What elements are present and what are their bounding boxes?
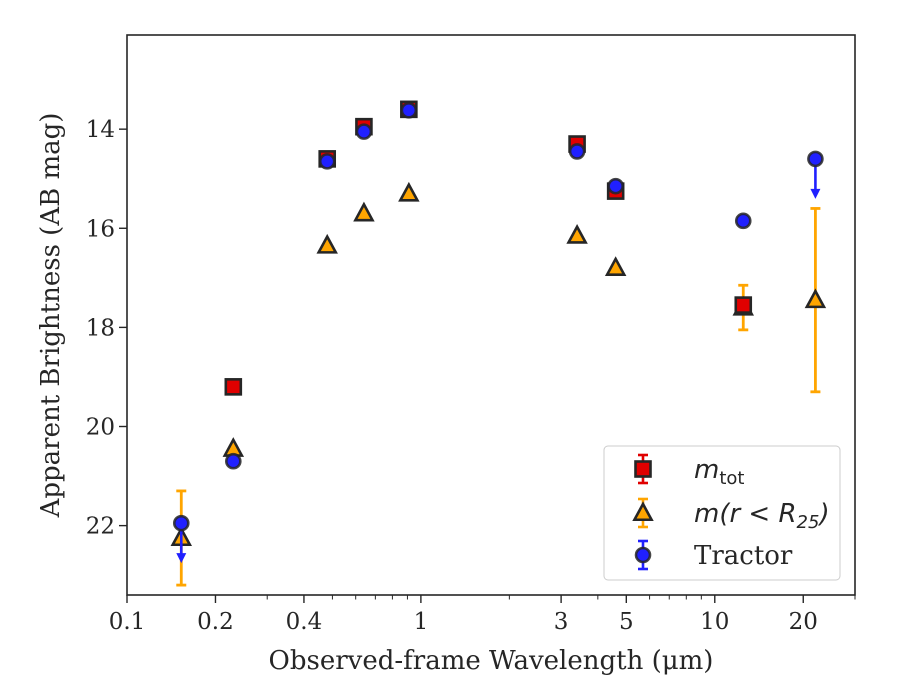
upper-limit-arrow-head [176,553,187,564]
y-tick-label: 22 [86,514,115,540]
data-point [172,514,190,532]
data-point [400,102,418,119]
data-point [318,153,336,170]
legend-box [603,445,841,581]
axes-layer: 0.1 0.2 0.4 1 3 5 10 20 14 16 18 20 22 [86,117,856,635]
data-point [804,288,827,309]
data-point [398,181,420,202]
series-circle [172,102,824,564]
x-tick-label: 10 [700,609,729,635]
data-point [355,123,373,140]
data-point [807,150,824,168]
y-axis-label: Apparent Brightness (AB mag) [36,113,66,519]
x-tick-label: 0.2 [197,609,234,635]
series-square [224,100,753,396]
x-tick-label: 0.1 [109,609,146,635]
data-point [604,256,627,276]
plot-frame [126,34,856,596]
data-point [607,177,624,195]
legend-label: mtot [694,455,744,489]
data-point [225,452,242,470]
legend: mtot m(r < R25) Tractor [603,445,841,581]
data-point [734,296,753,314]
data-point [566,223,588,244]
data-point [353,201,375,222]
x-tick-label: 5 [619,609,634,635]
x-tick-label: 20 [789,609,818,635]
y-tick-label: 20 [86,415,115,441]
y-tick-label: 16 [86,216,115,242]
upper-limit-arrow-head [810,188,821,199]
y-tick-label: 14 [86,117,115,143]
data-point [568,143,586,160]
legend-marker [632,501,654,522]
data-point [316,233,338,254]
legend-marker [634,546,652,564]
x-tick-label: 1 [414,609,429,635]
marks-layer [170,100,827,587]
x-axis-label: Observed-frame Wavelength (μm) [269,646,714,676]
data-point [224,378,243,396]
data-point [734,212,752,230]
x-tick-label: 3 [554,609,569,635]
legend-label: Tractor [694,541,793,571]
y-tick-label: 18 [86,315,115,341]
legend-marker [634,460,652,478]
x-tick-label: 0.4 [286,609,323,635]
legend-label: m(r < R25) [694,499,830,533]
